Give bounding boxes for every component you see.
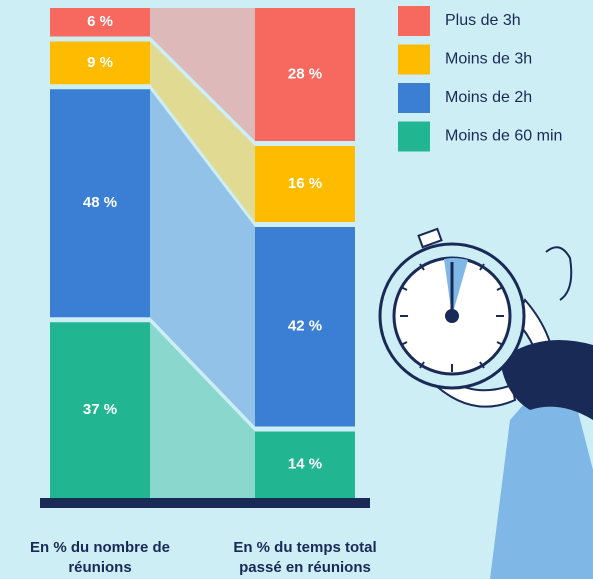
legend-label: Moins de 2h [445, 89, 532, 106]
data-label: 16 % [288, 175, 322, 192]
legend-swatch [398, 6, 430, 36]
data-label: 9 % [87, 54, 113, 71]
x-axis-label: En % du temps total passé en réunions [220, 538, 390, 578]
chart: 37 % 48 % 9 % 6 % 14 % 42 % 16 % 28 % Moins de … [0, 0, 593, 579]
illustration [380, 229, 593, 579]
legend-label: Moins de 3h [445, 51, 532, 68]
x-axis-label: En % du nombre de réunions [15, 538, 185, 578]
baseline [40, 498, 370, 508]
page: {"chart_data": {"type": "bar", "stacked"… [0, 0, 593, 579]
data-label: 42 % [288, 318, 322, 335]
data-label: 48 % [83, 194, 117, 211]
data-label: 14 % [288, 456, 322, 473]
data-label: 6 % [87, 13, 113, 30]
legend-label: Moins de 60 min [445, 128, 562, 145]
legend-swatch [398, 83, 430, 113]
data-label: 28 % [288, 65, 322, 82]
legend-label: Plus de 3h [445, 12, 521, 29]
legend-swatch [398, 122, 430, 152]
legend-swatch [398, 45, 430, 75]
data-label: 37 % [83, 401, 117, 418]
